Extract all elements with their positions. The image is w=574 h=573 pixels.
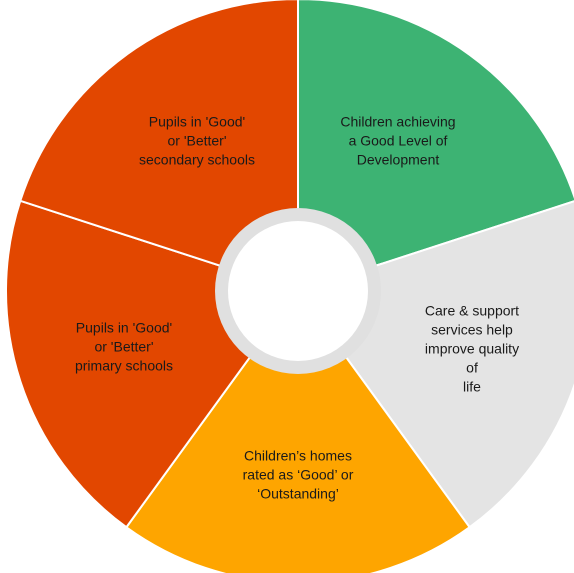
hub-center [228,221,368,361]
segment-label-good-level-of-development: Children achieving a Good Level of Devel… [340,113,456,168]
segment-label-childrens-homes: Children’s homes rated as ‘Good’ or ‘Out… [242,447,354,502]
segment-label-secondary-schools: Pupils in 'Good' or 'Better' secondary s… [139,113,255,168]
segment-secondary-schools [19,0,299,293]
segment-childrens-homes [124,289,472,573]
segment-good-level-of-development [297,0,574,293]
segment-label-care-support: Care & support services help improve qua… [424,302,520,395]
segment-label-primary-schools: Pupils in 'Good' or 'Better' primary sch… [74,319,174,374]
